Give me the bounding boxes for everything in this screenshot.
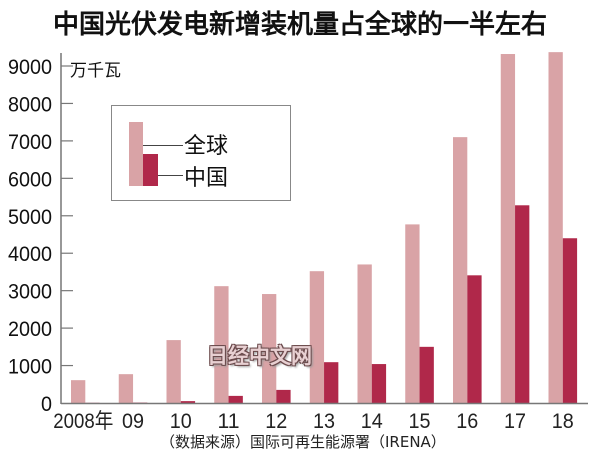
legend-leader-china: [158, 175, 183, 176]
source-note: （数据来源）国际可再生能源署（IRENA）: [160, 433, 446, 451]
x-category-label: 11: [218, 410, 240, 433]
y-tick-label: 6000: [8, 168, 52, 191]
bar-china: [515, 205, 530, 403]
bar-global: [71, 380, 86, 403]
bar-china: [371, 364, 387, 403]
bar-global: [118, 374, 134, 403]
x-category-label: 14: [361, 410, 383, 433]
x-category-label: 10: [170, 410, 192, 433]
y-tick-label: 1000: [8, 356, 52, 379]
legend-swatch-global: [129, 122, 143, 186]
bar-china: [324, 362, 339, 403]
bars-group: [71, 52, 578, 404]
legend-label-china: 中国: [184, 166, 229, 191]
legend-leader-global: [143, 145, 183, 146]
y-tick-label: 4000: [8, 243, 52, 266]
bar-global: [309, 271, 325, 403]
bar-global: [262, 294, 277, 403]
watermark-logo: 日经中文网: [207, 344, 312, 368]
y-ticks-group: 0 1000 2000 3000 4000 5000 6000 7000 8000 9000: [8, 56, 73, 416]
chart-title: 中国光伏发电新增装机量占全球的一半左右: [52, 10, 547, 40]
y-tick-label: 0: [41, 393, 52, 416]
bar-china: [467, 275, 482, 403]
y-axis-unit-label: 万千瓦: [70, 61, 121, 81]
x-labels-group: 2008年 09 10 11 12 13 14 15 16 17 18: [53, 410, 574, 433]
y-tick-label: 2000: [8, 318, 52, 341]
y-tick-label: 5000: [8, 206, 52, 229]
x-category-label: 12: [265, 410, 287, 433]
bar-global: [214, 286, 229, 403]
x-category-label: 2008年: [53, 410, 113, 433]
y-tick-label: 8000: [8, 93, 52, 116]
legend-swatch-china: [143, 154, 158, 186]
bar-china: [419, 346, 434, 403]
bar-global: [357, 264, 372, 403]
y-tick-label: 3000: [8, 281, 52, 304]
bar-global: [500, 54, 516, 404]
bar-global: [405, 224, 420, 403]
legend: 全球 中国: [111, 105, 291, 201]
bar-global: [548, 52, 563, 403]
bar-china: [228, 395, 243, 403]
y-tick-label: 9000: [8, 56, 52, 79]
x-category-label: 16: [456, 410, 478, 433]
bar-china: [562, 238, 578, 403]
x-category-label: 17: [504, 410, 526, 433]
x-category-label: 18: [552, 410, 574, 433]
bar-china: [180, 401, 196, 403]
bar-china: [276, 389, 291, 403]
x-category-label: 13: [313, 410, 335, 433]
legend-label-global: 全球: [184, 134, 229, 159]
y-tick-label: 7000: [8, 131, 52, 154]
x-category-label: 15: [409, 410, 431, 433]
x-category-label: 09: [122, 410, 144, 433]
bar-global: [453, 137, 468, 403]
bar-global: [166, 340, 181, 403]
